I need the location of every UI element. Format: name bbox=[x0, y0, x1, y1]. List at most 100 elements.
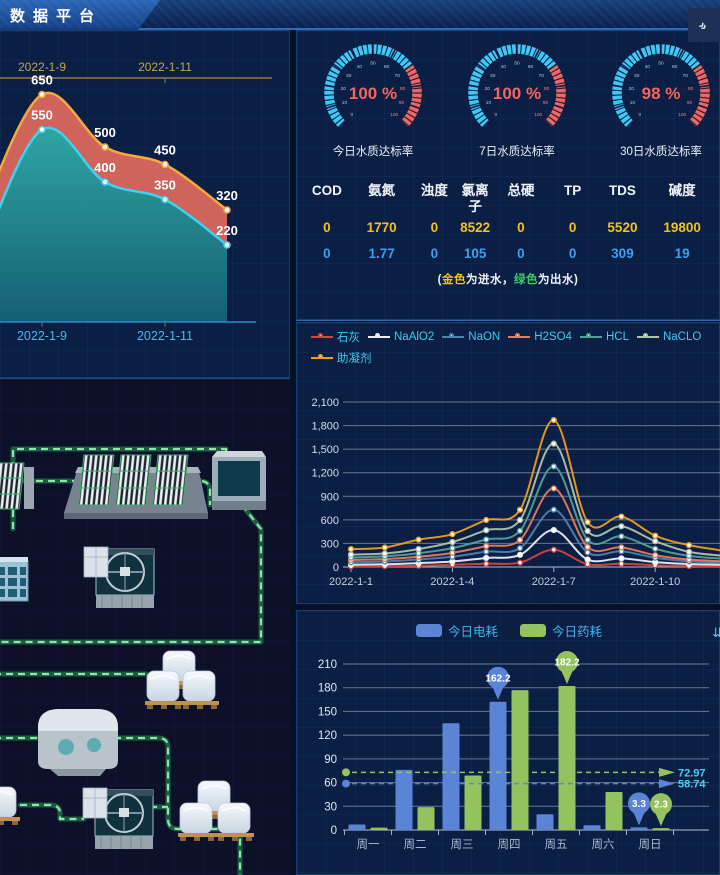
table-row: 0 1.77 0 105 0 0 309 19 bbox=[301, 241, 715, 267]
svg-text:450: 450 bbox=[154, 143, 176, 158]
svg-text:50: 50 bbox=[370, 61, 376, 67]
legend-marker-icon bbox=[579, 332, 602, 342]
table-cell: 总硬 bbox=[507, 183, 535, 198]
svg-text:20: 20 bbox=[629, 86, 635, 92]
svg-text:70: 70 bbox=[683, 73, 689, 79]
legend-item-助凝剂[interactable]: 助凝剂 bbox=[311, 350, 372, 366]
svg-text:100: 100 bbox=[678, 112, 686, 118]
legend-marker-icon bbox=[636, 332, 659, 342]
note-text: 为出水) bbox=[538, 274, 579, 286]
legend-item-NaCLO[interactable]: NaCLO bbox=[636, 329, 702, 345]
legend-item-HCL[interactable]: HCL bbox=[579, 329, 629, 345]
svg-text:100: 100 bbox=[390, 112, 398, 118]
membrane-rack bbox=[152, 454, 189, 506]
svg-text:70: 70 bbox=[539, 73, 545, 79]
note-text: ( bbox=[437, 274, 442, 286]
legend-item-石灰[interactable]: 石灰 bbox=[311, 329, 360, 345]
table-cell: 0 bbox=[517, 220, 525, 235]
table-cell: 0 bbox=[430, 220, 439, 235]
legend-item-今日药耗[interactable]: 今日药耗 bbox=[520, 621, 602, 640]
svg-text:60: 60 bbox=[384, 64, 390, 70]
legend-label: HCL bbox=[605, 331, 629, 343]
svg-text:2022-1-11: 2022-1-11 bbox=[138, 60, 192, 74]
svg-text:20: 20 bbox=[485, 86, 491, 92]
note-text: 金色 bbox=[442, 274, 466, 286]
svg-text:2022-1-4: 2022-1-4 bbox=[430, 576, 474, 588]
svg-text:周一: 周一 bbox=[357, 838, 380, 851]
table-cell: 0 bbox=[517, 246, 525, 261]
membrane-rack bbox=[115, 454, 152, 506]
table-row: 0 1770 0 8522 0 0 5520 19800 bbox=[301, 215, 715, 241]
svg-text:400: 400 bbox=[94, 160, 116, 175]
svg-text:100 %: 100 % bbox=[349, 84, 397, 103]
svg-text:周二: 周二 bbox=[404, 838, 427, 851]
storage-tank bbox=[0, 557, 29, 602]
table-cell: 氨氮 bbox=[368, 183, 396, 198]
svg-text:周六: 周六 bbox=[592, 838, 615, 851]
svg-text:150: 150 bbox=[318, 706, 337, 718]
svg-text:220: 220 bbox=[216, 223, 238, 238]
membrane-rack-partial bbox=[0, 462, 34, 510]
svg-text:550: 550 bbox=[31, 108, 53, 123]
quality-panel: 0 10 20 30 40 50 60 70 80 90 100 100 % 今日水质达标率 0 10 20 3… bbox=[296, 30, 720, 320]
svg-text:2,100: 2,100 bbox=[311, 397, 339, 409]
table-cell: 浊度 bbox=[420, 183, 448, 198]
legend-item-NaON[interactable]: NaON bbox=[442, 329, 500, 345]
svg-text:90: 90 bbox=[399, 100, 405, 106]
table-cell: 0 bbox=[323, 220, 331, 235]
legend-label: NaCLO bbox=[662, 331, 702, 343]
svg-text:210: 210 bbox=[318, 659, 337, 671]
note-text: 绿色 bbox=[514, 274, 538, 286]
table-cell: 0 bbox=[568, 220, 577, 235]
svg-text:60: 60 bbox=[672, 64, 678, 70]
svg-text:30: 30 bbox=[346, 73, 352, 79]
clarifier-1 bbox=[83, 546, 155, 609]
svg-text:40: 40 bbox=[501, 64, 507, 70]
table-cell: 0 bbox=[430, 246, 439, 261]
svg-text:100: 100 bbox=[534, 112, 542, 118]
svg-text:60: 60 bbox=[528, 64, 534, 70]
line-chart: 0 300 600 900 1,200 1,500 1,800 2,100 2022-1-1 20… bbox=[311, 397, 720, 588]
svg-text:80: 80 bbox=[400, 86, 406, 92]
svg-text:50: 50 bbox=[514, 61, 520, 67]
plant-3d-panel bbox=[0, 378, 290, 875]
svg-text:120: 120 bbox=[318, 730, 337, 742]
legend-item-NaAlO2[interactable]: NaAlO2 bbox=[368, 329, 434, 345]
header-widget: » bbox=[688, 8, 720, 42]
svg-text:80: 80 bbox=[688, 86, 694, 92]
table-cell: 碱度 bbox=[668, 183, 696, 198]
svg-text:0: 0 bbox=[638, 112, 641, 118]
svg-text:10: 10 bbox=[342, 100, 348, 106]
svg-text:周四: 周四 bbox=[498, 838, 521, 851]
svg-text:0: 0 bbox=[333, 562, 339, 574]
legend-marker-icon bbox=[311, 353, 333, 363]
header: 数据平台 » bbox=[0, 0, 720, 42]
svg-text:1,200: 1,200 bbox=[311, 468, 339, 480]
svg-text:90: 90 bbox=[687, 100, 693, 106]
panel-tool-icon[interactable]: ⇊ bbox=[712, 625, 720, 640]
consumption-panel: 今日电耗 今日药耗 ⇊ 0 30 60 90 120 150 180 210 周一 周二 周三 周四 周… bbox=[296, 610, 720, 875]
svg-text:1,800: 1,800 bbox=[311, 421, 339, 433]
svg-text:100 %: 100 % bbox=[493, 84, 541, 103]
line-chart-legend: 石灰 NaAlO2 NaON H2SO4 HCL NaCLO 助凝剂 bbox=[311, 329, 711, 366]
svg-text:30: 30 bbox=[490, 73, 496, 79]
legend-swatch-icon bbox=[415, 624, 442, 637]
legend-label: H2SO4 bbox=[534, 331, 572, 343]
collapse-icon[interactable]: » bbox=[696, 17, 712, 33]
svg-text:900: 900 bbox=[321, 491, 339, 503]
svg-text:30日水质达标率: 30日水质达标率 bbox=[620, 144, 702, 158]
svg-text:7日水质达标率: 7日水质达标率 bbox=[479, 144, 554, 158]
legend-label: 助凝剂 bbox=[337, 353, 372, 365]
table-note: (金色为进水，绿色为出水) bbox=[297, 271, 719, 287]
svg-text:周三: 周三 bbox=[451, 838, 474, 851]
area-chart: 2022-1-9 2022-1-11 650 500 450 320 550 400 350 22… bbox=[0, 60, 272, 343]
svg-text:3.3: 3.3 bbox=[632, 799, 646, 810]
legend-item-H2SO4[interactable]: H2SO4 bbox=[508, 329, 572, 345]
svg-text:0: 0 bbox=[350, 112, 353, 118]
legend-marker-icon bbox=[508, 332, 531, 342]
table-cell: 1.77 bbox=[368, 246, 395, 261]
legend-label: 今日电耗 bbox=[447, 625, 498, 639]
legend-item-今日电耗[interactable]: 今日电耗 bbox=[415, 621, 498, 640]
table-cell: 105 bbox=[463, 246, 487, 261]
